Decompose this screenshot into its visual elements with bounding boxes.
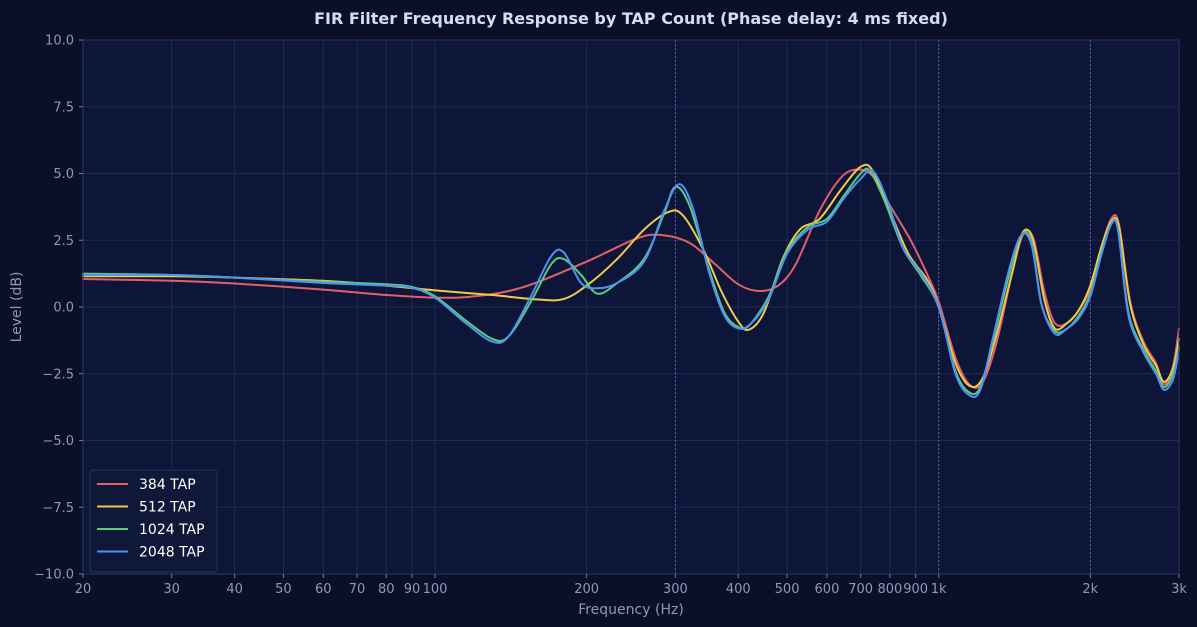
y-tick-label: 0.0 [53, 301, 74, 316]
legend-label: 512 TAP [139, 500, 196, 516]
x-tick-label: 900 [903, 582, 928, 597]
y-tick-label: 5.0 [53, 167, 74, 182]
x-axis-ticks: 20 30 40 50 60 70 80 90 100 200 300 400 500 600 700 800… [75, 574, 1187, 597]
x-tick-label: 30 [163, 582, 180, 597]
x-axis-label: Frequency (Hz) [578, 602, 684, 618]
x-tick-label: 800 [877, 582, 902, 597]
x-tick-label: 100 [423, 582, 448, 597]
legend-label: 384 TAP [139, 477, 196, 493]
y-tick-label: −2.5 [42, 367, 74, 382]
grid [82, 39, 1180, 575]
x-tick-label: 300 [663, 582, 688, 597]
y-tick-label: 2.5 [53, 234, 74, 249]
x-tick-label: 1k [931, 582, 947, 597]
y-tick-label: 7.5 [53, 100, 74, 115]
x-tick-label: 90 [404, 582, 421, 597]
legend-label: 1024 TAP [139, 522, 205, 538]
y-tick-label: −10.0 [34, 568, 74, 583]
x-tick-label: 3k [1171, 582, 1187, 597]
x-tick-label: 70 [349, 582, 366, 597]
x-tick-label: 500 [775, 582, 800, 597]
series-line [82, 168, 1180, 399]
series-line [82, 163, 1180, 389]
x-tick-label: 2k [1082, 582, 1098, 597]
y-axis-ticks: 10.0 7.5 5.0 2.5 0.0 −2.5 −5.0 −7.5 −10.0 [34, 34, 83, 583]
x-tick-label: 700 [848, 582, 873, 597]
y-tick-label: 10.0 [45, 34, 74, 49]
x-tick-label: 60 [315, 582, 332, 597]
legend-label: 2048 TAP [139, 545, 205, 561]
series-lines [82, 163, 1180, 399]
legend: 384 TAP 512 TAP 1024 TAP 2048 TAP [89, 469, 218, 573]
x-tick-label: 20 [75, 582, 92, 597]
x-tick-label: 80 [378, 582, 395, 597]
y-tick-label: −5.0 [42, 434, 74, 449]
x-tick-label: 400 [726, 582, 751, 597]
chart-title: FIR Filter Frequency Response by TAP Cou… [314, 9, 948, 28]
x-tick-label: 50 [275, 582, 292, 597]
x-tick-label: 40 [226, 582, 243, 597]
x-tick-label: 600 [815, 582, 840, 597]
x-tick-label: 200 [574, 582, 599, 597]
y-tick-label: −7.5 [42, 501, 74, 516]
legend-box [89, 469, 218, 573]
y-axis-label: Level (dB) [9, 272, 25, 343]
